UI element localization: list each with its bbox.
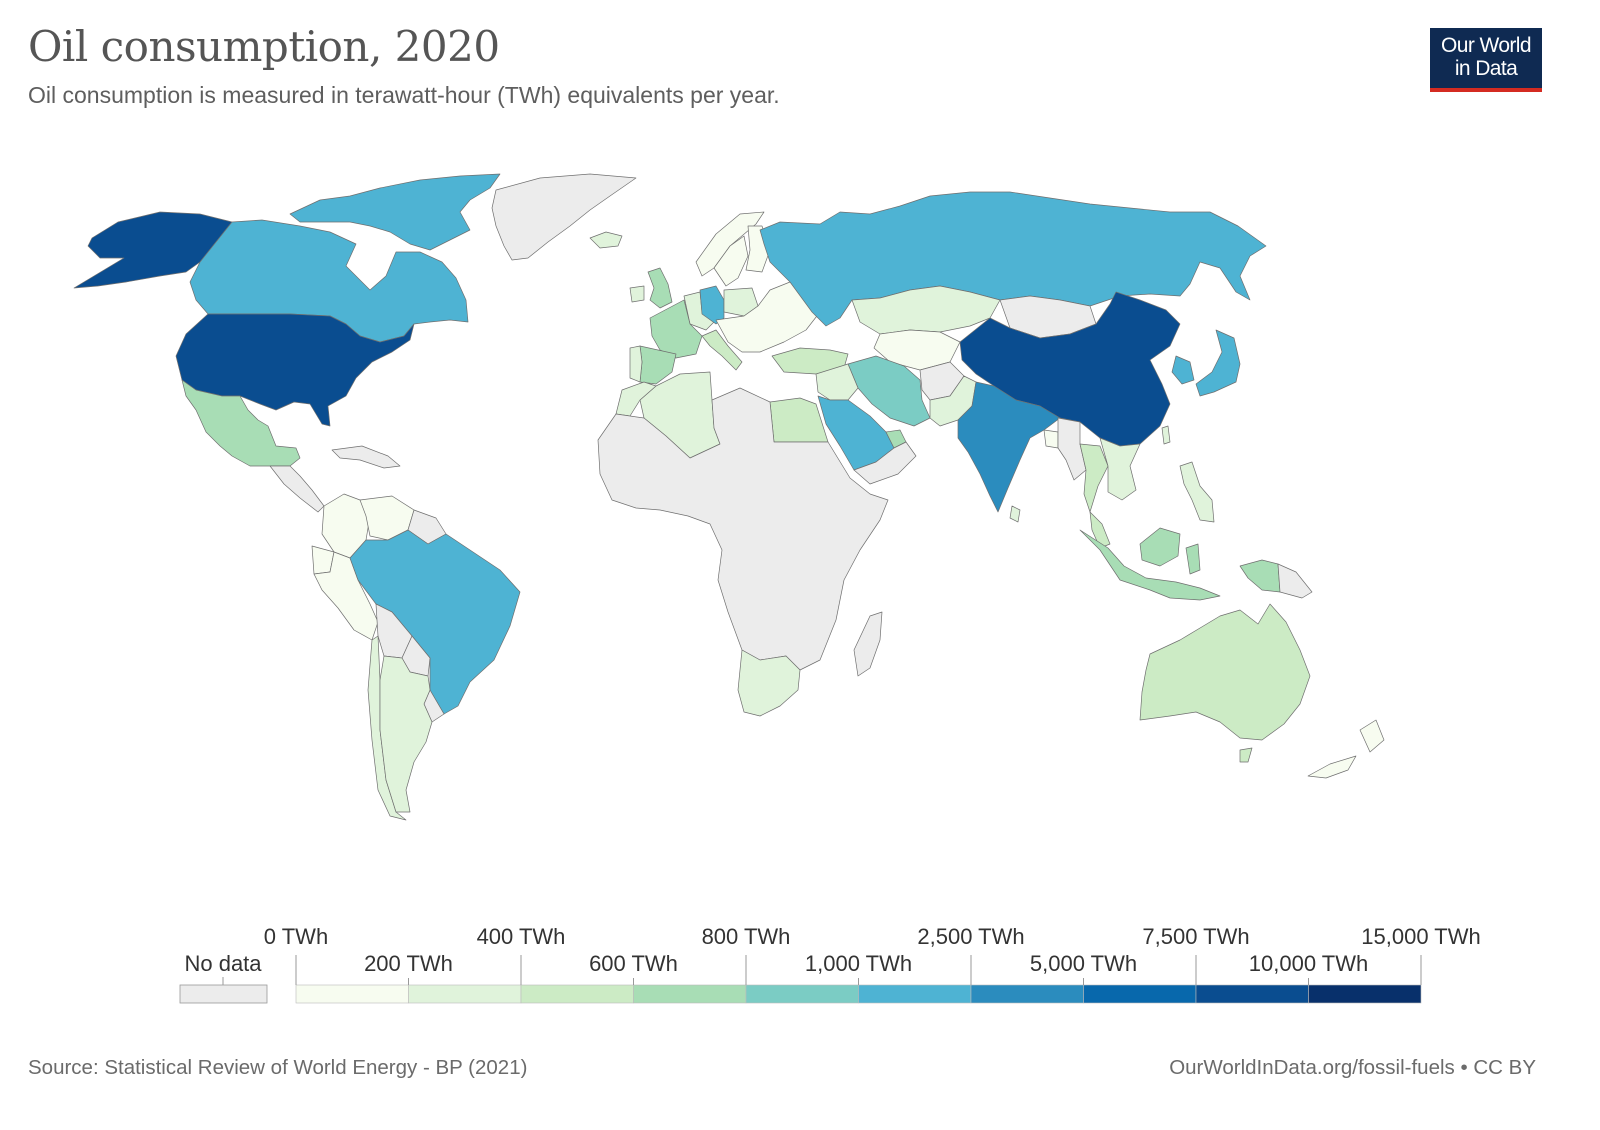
region-canada-arctic[interactable] bbox=[289, 173, 501, 251]
region-thailand[interactable] bbox=[1079, 443, 1109, 513]
region-indonesia[interactable] bbox=[1079, 527, 1281, 601]
legend-bin-label: 2,500 TWh bbox=[917, 924, 1024, 949]
logo-line-2: in Data bbox=[1454, 57, 1518, 80]
region-central-america[interactable] bbox=[269, 465, 325, 513]
region-madagascar[interactable] bbox=[853, 611, 883, 677]
legend-no-data-label: No data bbox=[184, 951, 262, 976]
region-germany[interactable] bbox=[699, 285, 725, 325]
region-norway[interactable] bbox=[695, 211, 765, 277]
legend-bin-label: 15,000 TWh bbox=[1361, 924, 1480, 949]
legend-bin-swatch bbox=[633, 984, 747, 1004]
owid-logo[interactable]: Our World in Data bbox=[1430, 28, 1542, 92]
region-italy[interactable] bbox=[701, 329, 743, 371]
region-peru[interactable] bbox=[313, 551, 379, 641]
chart-subtitle: Oil consumption is measured in terawatt-… bbox=[28, 82, 780, 108]
region-chile[interactable] bbox=[367, 635, 407, 821]
region-taiwan[interactable] bbox=[1161, 425, 1171, 445]
region-korea[interactable] bbox=[1171, 355, 1195, 385]
region-indochina[interactable] bbox=[1099, 437, 1141, 501]
region-greenland[interactable] bbox=[491, 173, 637, 261]
legend-bin-label: 5,000 TWh bbox=[1030, 951, 1137, 976]
region-south-africa[interactable] bbox=[737, 649, 801, 717]
region-mexico[interactable] bbox=[181, 379, 301, 467]
region-alaska[interactable] bbox=[73, 211, 233, 289]
region-japan[interactable] bbox=[1195, 329, 1241, 397]
legend-bin-swatch bbox=[520, 984, 634, 1004]
region-sri-lanka[interactable] bbox=[1009, 505, 1021, 523]
region-ireland[interactable] bbox=[629, 285, 645, 303]
legend-no-data-swatch bbox=[179, 984, 268, 1004]
source-note: Source: Statistical Review of World Ener… bbox=[28, 1056, 528, 1079]
region-united-kingdom[interactable] bbox=[647, 267, 673, 309]
region-sweden[interactable] bbox=[713, 235, 749, 287]
legend-bin-label: 10,000 TWh bbox=[1249, 951, 1368, 976]
region-caribbean[interactable] bbox=[331, 445, 401, 469]
region-new-zealand[interactable] bbox=[1307, 719, 1385, 779]
region-egypt[interactable] bbox=[769, 397, 829, 443]
region-russia[interactable] bbox=[759, 191, 1267, 327]
region-bangladesh[interactable] bbox=[1043, 429, 1059, 449]
legend-bin-label: 600 TWh bbox=[589, 951, 678, 976]
region-france[interactable] bbox=[649, 299, 703, 359]
region-png[interactable] bbox=[1277, 563, 1313, 599]
region-iceland[interactable] bbox=[589, 231, 623, 249]
region-argentina[interactable] bbox=[379, 655, 433, 813]
logo-line-1: Our World bbox=[1441, 34, 1532, 57]
legend-bin-swatch bbox=[745, 984, 859, 1004]
region-india[interactable] bbox=[957, 381, 1061, 513]
legend-bin-swatch bbox=[295, 984, 409, 1004]
legend-bin-swatch bbox=[1308, 984, 1422, 1004]
region-philippines[interactable] bbox=[1179, 461, 1215, 523]
legend-bin-label: 200 TWh bbox=[364, 951, 453, 976]
legend-bin-label: 0 TWh bbox=[264, 924, 328, 949]
region-tasmania[interactable] bbox=[1239, 747, 1253, 763]
logo-accent-bar bbox=[1430, 88, 1542, 92]
region-turkey[interactable] bbox=[771, 347, 849, 375]
legend-bin-swatch bbox=[408, 984, 522, 1004]
legend-bin-label: 1,000 TWh bbox=[805, 951, 912, 976]
legend-bin-label: 7,500 TWh bbox=[1142, 924, 1249, 949]
legend-bin-swatch bbox=[970, 984, 1084, 1004]
legend-bin-label: 800 TWh bbox=[702, 924, 791, 949]
legend-bin-swatch bbox=[858, 984, 972, 1004]
legend-bin-label: 400 TWh bbox=[477, 924, 566, 949]
region-myanmar[interactable] bbox=[1057, 417, 1087, 481]
credit-link[interactable]: OurWorldInData.org/fossil-fuels • CC BY bbox=[1169, 1056, 1536, 1079]
region-yemen-oman[interactable] bbox=[853, 441, 917, 485]
region-africa-no-data[interactable] bbox=[597, 387, 889, 671]
region-australia[interactable] bbox=[1139, 603, 1311, 741]
region-portugal[interactable] bbox=[629, 345, 643, 383]
world-map[interactable] bbox=[0, 0, 1600, 900]
legend-bin-swatch bbox=[1195, 984, 1309, 1004]
chart-title: Oil consumption, 2020 bbox=[28, 22, 500, 71]
legend-bin-swatch bbox=[1083, 984, 1197, 1004]
